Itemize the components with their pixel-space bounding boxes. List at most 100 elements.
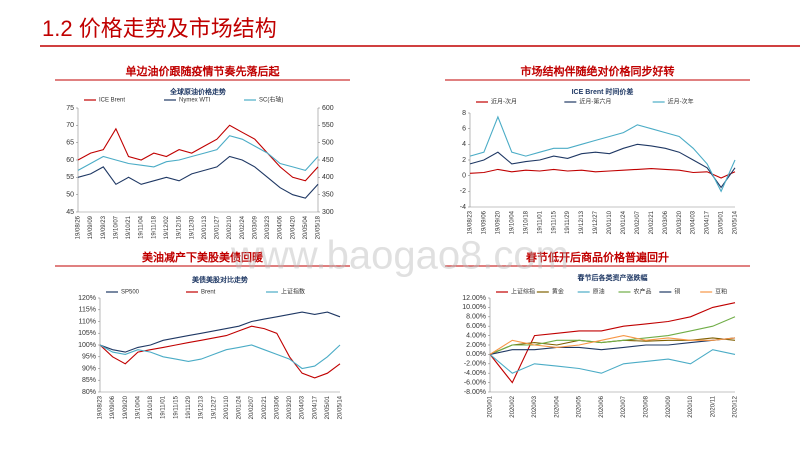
y-tick-label: 105% — [78, 330, 96, 337]
x-tick-label: 20/05/04 — [303, 215, 309, 239]
series-line — [489, 349, 736, 374]
series-line — [77, 135, 319, 172]
x-tick-label: 19/11/29 — [186, 395, 192, 419]
legend-label: SC(右轴) — [259, 96, 283, 104]
x-tick-label: 20/03/09 — [252, 215, 258, 239]
x-tick-label: 19/10/18 — [523, 210, 529, 234]
y-tick-label: 2.00% — [466, 342, 486, 349]
legend-label: 农产品 — [634, 288, 652, 296]
x-tick-label: 20/04/20 — [290, 215, 296, 239]
x-tick-label: 19/09/06 — [482, 210, 488, 234]
y-tick-label: -6.00% — [464, 379, 486, 386]
x-tick-label: 20/05/14 — [733, 210, 739, 234]
x-tick-label: 20/02/07 — [249, 395, 255, 419]
x-tick-label: 20/01/24 — [237, 395, 243, 419]
legend-label: 黄金 — [552, 288, 564, 296]
series-line — [77, 155, 319, 199]
x-tick-label: 19/09/06 — [110, 395, 116, 419]
x-tick-label: 19/12/30 — [189, 215, 195, 239]
series-line — [489, 316, 736, 355]
y-tick-label: 120% — [78, 295, 96, 302]
x-tick-label: 20/01/24 — [621, 210, 627, 234]
x-tick-label: 19/11/01 — [161, 395, 167, 419]
x-tick-label: 2020/02 — [510, 395, 516, 417]
legend-label: 铜 — [674, 288, 680, 296]
page-title: 1.2 价格走势及市场结构 — [42, 16, 277, 41]
y-tick-label: 4 — [462, 141, 466, 148]
y-tick-label: 80% — [82, 389, 96, 396]
x-tick-label: 20/05/18 — [316, 215, 322, 239]
legend-label: Nymex WTI — [179, 98, 211, 104]
y-tick-label: -2 — [460, 188, 466, 195]
y-tick-label: -2.00% — [464, 361, 486, 368]
x-tick-label: 2020/06 — [599, 395, 605, 417]
x-tick-label: 19/08/23 — [468, 210, 474, 234]
x-tick-label: 19/09/09 — [88, 215, 94, 239]
x-tick-label: 20/02/21 — [649, 210, 655, 234]
x-tick-label: 19/11/04 — [139, 215, 145, 239]
y-tick-label: 0.00% — [466, 351, 486, 358]
x-tick-label: 19/11/15 — [551, 210, 557, 234]
section-title: 美油减产下美股美债回暖 — [142, 250, 264, 264]
x-tick-label: 20/05/14 — [338, 395, 344, 419]
y-tick-label: 110% — [79, 318, 96, 325]
x-tick-label: 20/02/10 — [227, 215, 233, 239]
legend-label: 近月-次月 — [491, 98, 517, 106]
x-tick-label: 19/10/07 — [113, 215, 119, 239]
series-line — [469, 143, 736, 189]
section-title: 春节低开后商品价格普遍回升 — [526, 250, 669, 264]
section-title: 市场结构伴随绝对价格同步好转 — [521, 64, 675, 78]
x-tick-label: 20/04/17 — [312, 395, 318, 419]
x-tick-label: 2020/05 — [577, 395, 583, 417]
legend-label: 上证综指 — [511, 288, 535, 296]
x-tick-label: 19/09/20 — [123, 395, 129, 419]
x-tick-label: 20/02/07 — [635, 210, 641, 234]
x-tick-label: 19/11/15 — [173, 395, 179, 419]
x-tick-label: 20/03/06 — [274, 395, 280, 419]
x-tick-label: 20/03/23 — [265, 215, 271, 239]
y-tick-label: 6.00% — [466, 323, 486, 330]
y2-tick-label: 500 — [322, 140, 334, 147]
y-tick-label: -8.00% — [464, 389, 486, 396]
chart-title: ICE Brent 时间价差 — [572, 87, 634, 96]
x-tick-label: 20/04/06 — [278, 215, 284, 239]
x-tick-label: 2020/11 — [710, 395, 716, 417]
x-tick-label: 19/12/02 — [164, 215, 170, 239]
x-tick-label: 19/10/21 — [126, 215, 132, 239]
y-tick-label: -4 — [460, 204, 466, 211]
section-title: 单边油价跟随疫情节奏先落后起 — [126, 64, 281, 78]
x-tick-label: 20/04/17 — [705, 210, 711, 234]
x-tick-label: 20/03/06 — [663, 210, 669, 234]
y-tick-label: 55 — [66, 174, 74, 181]
x-tick-label: 20/01/13 — [202, 215, 208, 239]
legend-label: 原油 — [593, 288, 605, 296]
x-tick-label: 19/12/13 — [199, 395, 205, 419]
series-line — [99, 344, 341, 370]
y2-tick-label: 350 — [322, 192, 334, 199]
y-tick-label: 4.00% — [466, 332, 486, 339]
y-tick-label: 6 — [462, 126, 466, 133]
x-tick-label: 2020/07 — [621, 395, 627, 417]
x-tick-label: 19/10/04 — [135, 395, 141, 419]
y-tick-label: 60 — [66, 157, 74, 164]
x-tick-label: 20/01/27 — [215, 215, 221, 239]
legend-label: 豆粕 — [715, 288, 727, 296]
series-line — [489, 302, 736, 384]
series-line — [99, 311, 341, 353]
x-tick-label: 19/08/26 — [76, 215, 82, 239]
y-tick-label: 50 — [66, 192, 74, 199]
x-tick-label: 19/08/23 — [98, 395, 104, 419]
y-tick-label: 75 — [66, 105, 74, 112]
x-tick-label: 2020/04 — [554, 395, 560, 417]
x-tick-label: 20/05/01 — [325, 395, 331, 419]
x-tick-label: 19/11/18 — [151, 215, 157, 239]
y2-tick-label: 400 — [322, 174, 334, 181]
x-tick-label: 2020/01 — [488, 395, 494, 417]
chart-title: 美债美股对比走势 — [192, 275, 248, 284]
series-line — [469, 115, 736, 193]
y-tick-label: -4.00% — [464, 370, 486, 377]
y-tick-label: 100% — [78, 342, 96, 349]
y-tick-label: 65 — [66, 140, 74, 147]
x-tick-label: 19/12/16 — [177, 215, 183, 239]
